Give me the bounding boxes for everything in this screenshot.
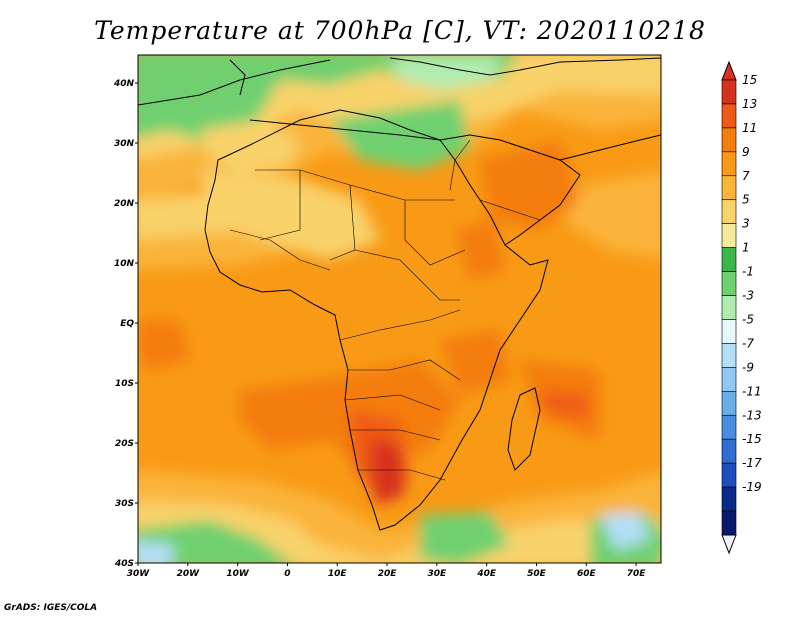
colorbar-label: -15 bbox=[742, 432, 762, 446]
footer-credit: GrADS: IGES/COLA bbox=[4, 603, 98, 613]
colorbar-label: 1 bbox=[742, 241, 750, 255]
lon-tick-label: 40E bbox=[476, 569, 497, 579]
chart-title: Temperature at 700hPa [C], VT: 202011021… bbox=[94, 16, 706, 45]
colorbar: 15 13 11 9 7 5 3 1 -1 -3 -5 -7 -9 -11 -13 -15 -17 -19 bbox=[721, 60, 762, 555]
lat-tick-label: 20N bbox=[114, 199, 135, 209]
lat-tick-label: 30N bbox=[114, 139, 135, 149]
colorbar-label: -9 bbox=[742, 360, 754, 374]
colorbar-label: -11 bbox=[742, 384, 762, 398]
colorbar-label: 11 bbox=[742, 121, 757, 135]
lon-tick-label: 30W bbox=[127, 569, 151, 579]
colorbar-label: 9 bbox=[742, 145, 750, 159]
colorbar-swatch bbox=[721, 199, 737, 224]
colorbar-label: 3 bbox=[742, 217, 750, 231]
colorbar-swatch bbox=[721, 151, 737, 177]
country-borders bbox=[229, 139, 541, 481]
colorbar-swatch bbox=[721, 79, 737, 105]
colorbar-label: -19 bbox=[742, 480, 762, 494]
temperature-field bbox=[138, 55, 661, 563]
longitude-axis: 30W 20W 10W 0 10E 20E 30E 40E 50E 60E 70E bbox=[127, 563, 647, 579]
lon-tick-label: 70E bbox=[627, 569, 647, 579]
lon-tick-label: 30E bbox=[428, 569, 448, 579]
lon-tick-label: 20E bbox=[378, 569, 398, 579]
colorbar-swatch bbox=[721, 486, 737, 512]
colorbar-swatch bbox=[721, 391, 737, 416]
coastlines bbox=[138, 57, 661, 531]
lat-tick-label: 10S bbox=[115, 379, 134, 389]
lat-tick-label: 40S bbox=[114, 559, 134, 569]
colorbar-label: 5 bbox=[742, 193, 750, 207]
lat-tick-label: 40N bbox=[113, 79, 135, 89]
colorbar-swatch bbox=[721, 175, 737, 201]
colorbar-label: -13 bbox=[742, 408, 762, 422]
lat-tick-label: 20S bbox=[115, 439, 134, 449]
colorbar-swatch bbox=[721, 271, 737, 296]
colorbar-swatch bbox=[721, 414, 737, 440]
colorbar-label: 15 bbox=[742, 73, 757, 87]
colorbar-min-arrow bbox=[721, 534, 737, 555]
latitude-axis: 40N 30N 20N 10N EQ 10S 20S 30S 40S bbox=[113, 79, 138, 569]
colorbar-swatch bbox=[721, 462, 737, 488]
colorbar-label: 7 bbox=[742, 169, 750, 183]
colorbar-label: -7 bbox=[742, 336, 754, 350]
colorbar-max-arrow bbox=[721, 60, 737, 81]
colorbar-swatch bbox=[721, 343, 737, 368]
colorbar-swatch bbox=[721, 127, 737, 153]
lon-tick-label: 10E bbox=[328, 569, 348, 579]
lon-tick-label: 0 bbox=[284, 569, 290, 579]
lon-tick-label: 60E bbox=[577, 569, 597, 579]
lat-tick-label: 10N bbox=[114, 259, 135, 269]
lat-tick-label: EQ bbox=[120, 319, 134, 329]
lat-tick-label: 30S bbox=[115, 499, 134, 509]
colorbar-swatch bbox=[721, 295, 737, 320]
colorbar-swatch bbox=[721, 103, 737, 129]
lon-tick-label: 20W bbox=[177, 569, 201, 579]
colorbar-swatch bbox=[721, 319, 737, 344]
lon-tick-label: 50E bbox=[527, 569, 547, 579]
colorbar-label: -5 bbox=[742, 312, 754, 326]
colorbar-label: 13 bbox=[742, 97, 757, 111]
colorbar-swatch bbox=[721, 223, 737, 248]
colorbar-label: -3 bbox=[742, 289, 754, 303]
colorbar-swatch bbox=[721, 247, 737, 272]
map-frame bbox=[137, 54, 662, 564]
lon-tick-label: 10W bbox=[226, 569, 250, 579]
colorbar-swatch bbox=[721, 367, 737, 392]
colorbar-swatch bbox=[721, 510, 737, 536]
colorbar-swatch bbox=[721, 438, 737, 464]
colorbar-label: -1 bbox=[742, 265, 754, 279]
colorbar-label: -17 bbox=[742, 456, 762, 470]
